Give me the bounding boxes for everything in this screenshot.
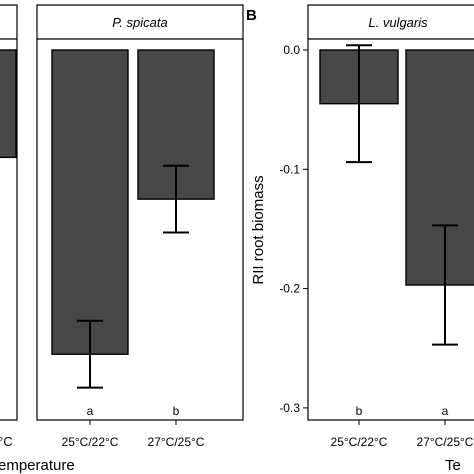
x-tick-label-b1: 25°C/22°C (331, 435, 388, 449)
letter-l-vulgaris-27-25: a (442, 404, 449, 418)
x-tick-label-p1: 25°C/22°C (62, 435, 119, 449)
x-tick-label-p2: 27°C/25°C (148, 435, 205, 449)
errorbar-l-vulgaris-27-25 (432, 224, 458, 346)
bar-a-fragment (0, 49, 17, 159)
errorbar-p-spicata-25-22 (77, 319, 103, 389)
strip-p-spicata (36, 4, 244, 40)
panel-b: B L. vulgaris 0.0 -0.1 -0.2 -0.3 RII root b… (246, 4, 474, 474)
letter-p-spicata-25-22: a (87, 404, 94, 418)
letter-p-spicata-27-25: b (173, 404, 180, 418)
y-tick-label-b: -0.3 (279, 401, 300, 415)
x-tick-label-a-fragment: °C (0, 434, 13, 449)
errorbar-l-vulgaris-25-22 (346, 44, 372, 164)
y-tick-label-b: -0.2 (279, 282, 300, 296)
facet-label-l-vulgaris: L. vulgaris (368, 15, 428, 30)
x-tick-label-b2: 27°C/25°C (417, 435, 474, 449)
strip-l-vulgaris (307, 4, 474, 40)
y-axis-title-b: RII root biomass (250, 175, 267, 284)
panel-a-fragment: °C (0, 4, 18, 449)
panel-p-spicata: P. spicata a b 25°C/22°C 27°C/25°C (36, 4, 244, 449)
panel-letter-b: B (246, 7, 257, 24)
y-tick-label-b: 0.0 (283, 43, 300, 57)
bar-l-vulgaris-27-25 (405, 49, 474, 286)
x-axis-title-b: Te (445, 457, 461, 474)
errorbar-p-spicata-27-25 (163, 164, 189, 234)
letter-l-vulgaris-25-22: b (356, 404, 363, 418)
x-axis-title-a: emperature (0, 457, 75, 474)
bar-p-spicata-25-22 (51, 49, 129, 355)
y-axis-b: 0.0 -0.1 -0.2 -0.3 (279, 43, 308, 415)
strip-a-left (0, 4, 18, 40)
y-tick-label-b: -0.1 (279, 162, 300, 176)
facet-label-p-spicata: P. spicata (112, 15, 167, 30)
